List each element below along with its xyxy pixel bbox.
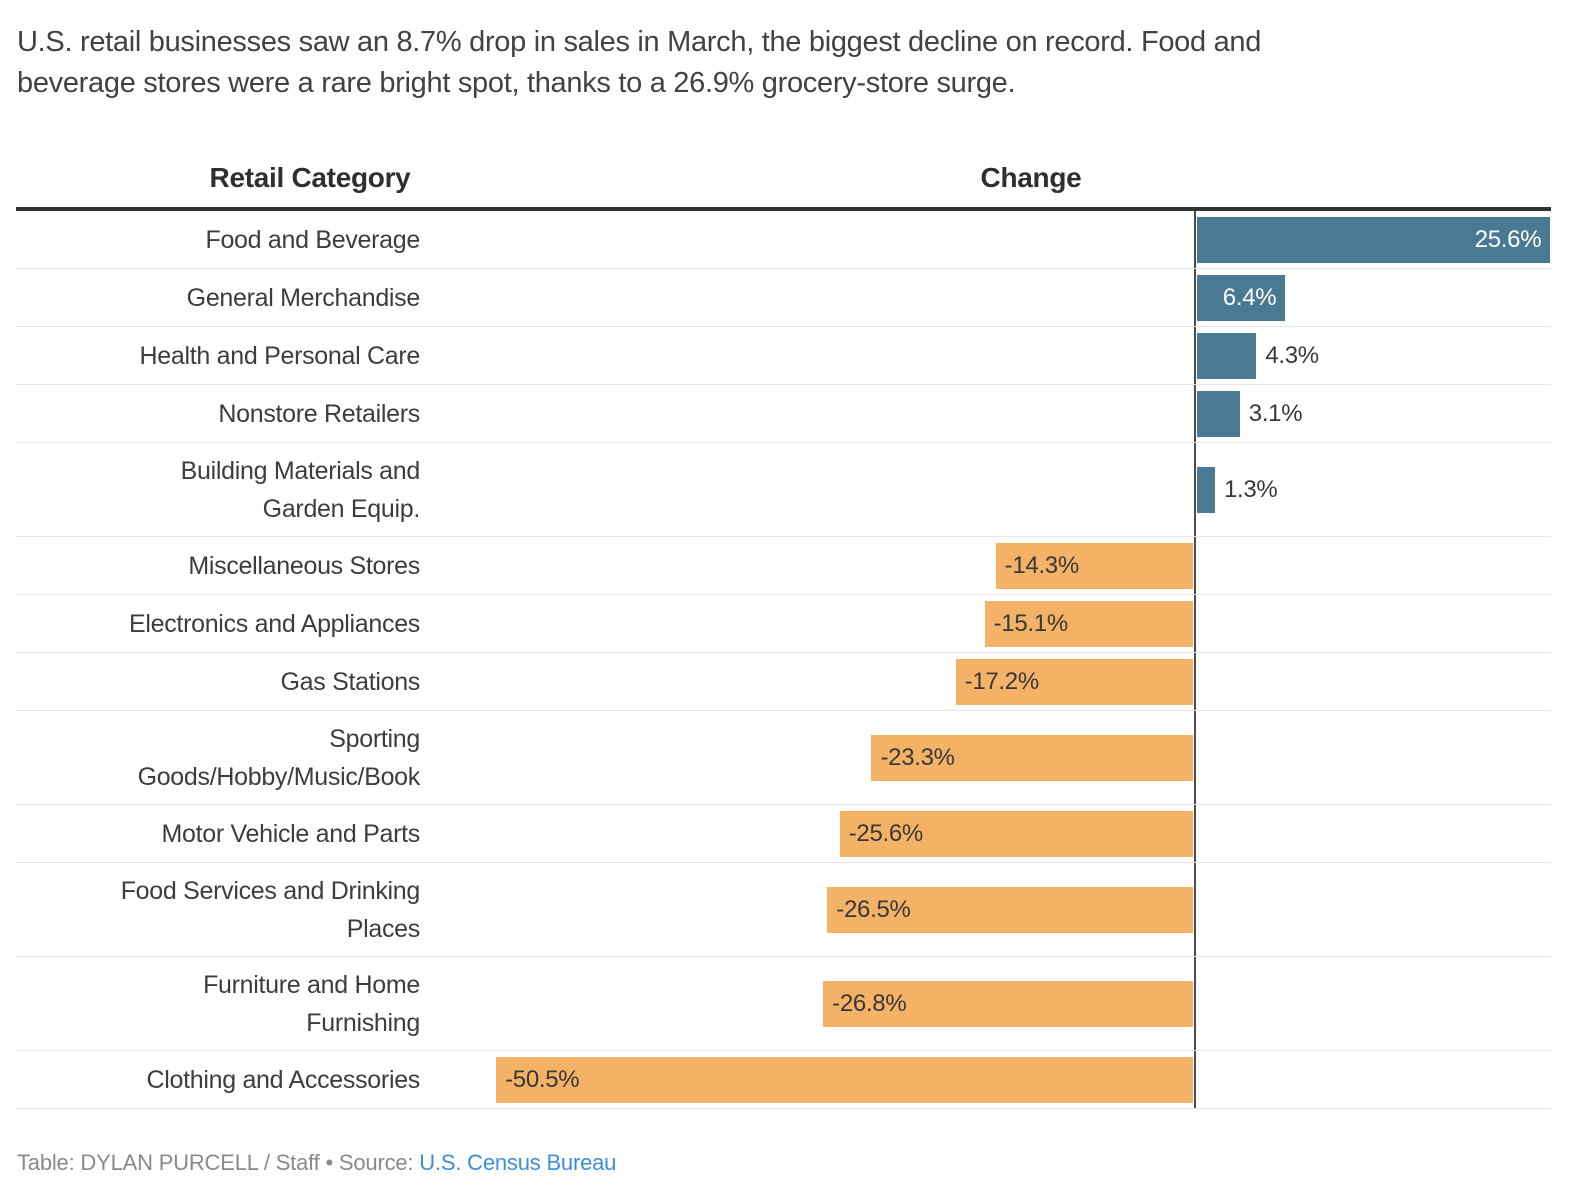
bar-negative: -50.5% [496, 1057, 1193, 1103]
bar-negative: -14.3% [995, 543, 1193, 589]
category-label: Electronics and Appliances [129, 609, 420, 638]
category-label: Miscellaneous Stores [188, 551, 420, 580]
category-label: Furniture and Home Furnishing [203, 970, 420, 1037]
footer-table-credit: Table: DYLAN PURCELL / Staff [17, 1150, 320, 1175]
category-label: Sporting Goods/Hobby/Music/Book [137, 724, 421, 791]
footer-source-label: Source: [338, 1150, 414, 1175]
value-label: 25.6% [1474, 226, 1542, 253]
value-label: 4.3% [1265, 342, 1319, 369]
header-rule [16, 207, 1551, 211]
value-label: 6.4% [1222, 284, 1277, 311]
category-label: Food Services and Drinking Places [120, 876, 421, 943]
category-label: Gas Stations [280, 667, 420, 696]
zero-baseline [1194, 211, 1196, 1109]
table-row: Food Services and Drinking Places -26.5% [16, 863, 1551, 957]
table-row: Clothing and Accessories -50.5% [16, 1051, 1551, 1109]
bar-positive: 25.6% [1197, 217, 1551, 263]
value-label: -17.2% [964, 668, 1040, 695]
value-label: -26.5% [836, 896, 911, 923]
table-row: Motor Vehicle and Parts -25.6% [16, 805, 1551, 863]
value-label: -15.1% [993, 610, 1069, 637]
category-label: Nonstore Retailers [218, 399, 420, 428]
chart-intro-line2: beverage stores were a rare bright spot,… [17, 67, 1016, 99]
value-label: -25.6% [848, 820, 924, 847]
table-row: Miscellaneous Stores -14.3% [16, 537, 1551, 595]
bar-positive: 6.4% [1197, 275, 1286, 321]
category-label: Health and Personal Care [139, 341, 421, 370]
value-label: 1.3% [1223, 476, 1278, 503]
category-label: General Merchandise [186, 283, 421, 312]
bar-negative: -15.1% [984, 601, 1193, 647]
bar-negative: -23.3% [871, 735, 1193, 781]
value-label: -23.3% [880, 744, 955, 771]
chart-intro-line1: U.S. retail businesses saw an 8.7% drop … [17, 26, 1262, 58]
category-label: Clothing and Accessories [146, 1065, 420, 1094]
source-link[interactable]: U.S. Census Bureau [419, 1150, 617, 1175]
table-row: Nonstore Retailers 3.1% [16, 385, 1551, 443]
category-label: Building Materials and Garden Equip. [180, 456, 421, 523]
bar-negative: -25.6% [839, 811, 1193, 857]
bar-negative: -26.5% [827, 887, 1193, 933]
table-row: Food and Beverage 25.6% [16, 211, 1551, 269]
bar-positive: 4.3% [1197, 333, 1319, 379]
table-row: Building Materials and Garden Equip. 1.3% [16, 443, 1551, 537]
column-headers: Retail Category Change [0, 162, 1590, 204]
bar-positive: 1.3% [1197, 467, 1278, 513]
bar-negative: -26.8% [823, 981, 1193, 1027]
table-row: Gas Stations -17.2% [16, 653, 1551, 711]
bar-positive: 3.1% [1197, 391, 1303, 437]
category-label: Motor Vehicle and Parts [161, 819, 420, 848]
table-row: Sporting Goods/Hobby/Music/Book -23.3% [16, 711, 1551, 805]
value-label: 3.1% [1248, 400, 1303, 427]
category-label: Food and Beverage [205, 225, 420, 254]
table-row: Furniture and Home Furnishing -26.8% [16, 957, 1551, 1051]
chart-intro: U.S. retail businesses saw an 8.7% drop … [17, 22, 1261, 104]
footer-separator: • [325, 1150, 333, 1175]
column-header-retail-category: Retail Category [209, 162, 411, 193]
value-label: -26.8% [832, 990, 907, 1017]
value-label: -14.3% [1004, 552, 1080, 579]
table-row: Electronics and Appliances -15.1% [16, 595, 1551, 653]
table-row: General Merchandise 6.4% [16, 269, 1551, 327]
bar-negative: -17.2% [955, 659, 1193, 705]
footer-credit: Table: DYLAN PURCELL / Staff • Source: U… [17, 1150, 616, 1176]
bar-chart: Food and Beverage 25.6% General Merchandis… [16, 211, 1551, 1109]
value-label: -50.5% [505, 1066, 580, 1093]
column-header-change: Change [980, 162, 1082, 193]
table-row: Health and Personal Care 4.3% [16, 327, 1551, 385]
